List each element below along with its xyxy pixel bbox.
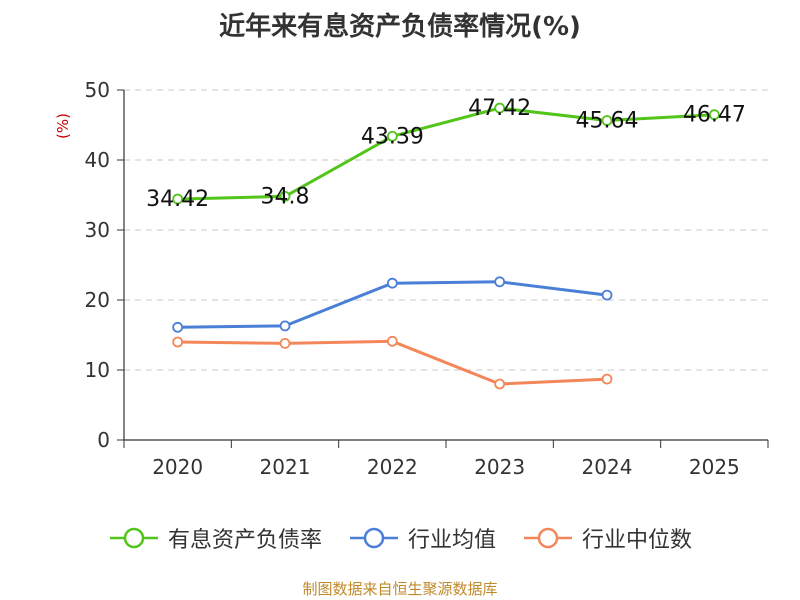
data-point — [494, 378, 506, 390]
legend-swatch — [109, 527, 158, 549]
series-lines — [177, 106, 715, 386]
data-point — [172, 336, 184, 348]
y-tick-label: 50 — [85, 78, 110, 102]
data-label: 43.39 — [361, 124, 424, 149]
axes: 0 10 20 30 40 50 2020 2021 2022 2023 2024 2025 — [85, 78, 769, 479]
data-point — [279, 320, 291, 332]
data-label: 45.64 — [576, 109, 639, 134]
data-point — [172, 193, 184, 205]
data-point — [279, 337, 291, 349]
series-line-0 — [177, 106, 715, 201]
data-point — [601, 289, 613, 301]
data-point — [494, 102, 506, 114]
legend-label: 有息资产负债率 — [167, 528, 322, 553]
series-line-2 — [177, 339, 608, 386]
y-tick-label: 0 — [97, 428, 110, 452]
y-axis-label: (%) — [54, 113, 72, 139]
data-point — [386, 335, 398, 347]
y-tick-label: 10 — [85, 358, 110, 382]
legend: 有息资产负债率 行业均值 行业中位数 — [0, 520, 800, 556]
data-point — [601, 115, 613, 126]
x-tick-label: 2020 — [152, 455, 203, 479]
x-tick-label: 2022 — [367, 455, 418, 479]
legend-item: 行业均值 — [348, 522, 496, 554]
data-label: 34.42 — [146, 187, 209, 212]
source-note: 制图数据来自恒生聚源数据库 — [302, 580, 498, 598]
data-label: 34.8 — [261, 184, 310, 209]
legend-label: 行业中位数 — [582, 528, 693, 553]
legend-label: 行业均值 — [407, 528, 496, 553]
x-tick-label: 2024 — [582, 455, 633, 479]
data-point — [279, 190, 291, 202]
legend-item: 有息资产负债率 — [108, 522, 322, 554]
data-point — [601, 373, 613, 385]
chart-title: 近年来有息资产负债率情况(%) — [219, 12, 581, 42]
data-point — [708, 109, 720, 121]
legend-swatch — [524, 527, 572, 549]
data-label: 46.47 — [683, 103, 746, 128]
data-point — [172, 321, 184, 333]
y-tick-label: 30 — [85, 218, 110, 242]
y-tick-label: 40 — [85, 148, 110, 172]
x-tick-label: 2023 — [474, 455, 525, 479]
data-labels: 34.42 34.8 43.39 47.42 45.64 46.47 — [146, 96, 746, 212]
x-tick-label: 2021 — [260, 455, 311, 479]
legend-item: 行业中位数 — [522, 522, 692, 554]
data-point — [386, 130, 398, 142]
data-point — [386, 277, 398, 289]
y-tick-label: 20 — [85, 288, 110, 312]
x-tick-label: 2025 — [689, 455, 740, 479]
series-line-1 — [177, 280, 608, 329]
legend-swatch — [349, 527, 398, 549]
data-point — [494, 276, 506, 288]
data-label: 47.42 — [468, 96, 531, 121]
data-points — [172, 102, 720, 390]
grid-lines — [124, 89, 768, 371]
